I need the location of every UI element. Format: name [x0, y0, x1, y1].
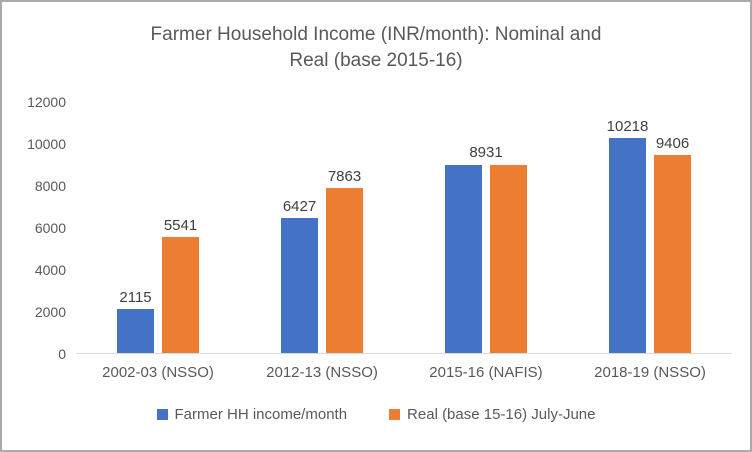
bar-group-0: 2115 5541: [76, 102, 240, 353]
chart-title-line-1: Farmer Household Income (INR/month): Nom…: [150, 24, 602, 45]
x-axis-category-label: 2002-03 (NSSO): [102, 364, 214, 381]
legend-swatch-nominal: [156, 409, 168, 420]
data-label: 6427: [282, 198, 317, 216]
y-axis-tick-label: 10000: [27, 136, 66, 152]
chart-title-line-2: Real (base 2015-16): [289, 50, 463, 71]
x-axis-category-labels: 2002-03 (NSSO) 2012-13 (NSSO) 2015-16 (NAF…: [76, 364, 732, 381]
y-axis-tick-label: 2000: [34, 304, 66, 320]
bar-real-0[interactable]: 5541: [162, 217, 199, 353]
y-axis-tick-label: 12000: [27, 94, 66, 110]
data-label: 2115: [119, 288, 152, 306]
bar-real-3[interactable]: 9406: [654, 135, 691, 353]
y-axis-tick-label: 0: [58, 346, 66, 362]
bar-real-1[interactable]: 7863: [326, 168, 363, 353]
y-axis-tick-label: 4000: [34, 262, 66, 278]
bar-nominal-2[interactable]: [445, 165, 482, 353]
x-axis-category-label: 2015-16 (NAFIS): [429, 364, 543, 381]
data-label: 9406: [655, 135, 690, 153]
bar-nominal-0[interactable]: 2115: [117, 289, 154, 353]
y-axis-tick-label: 8000: [34, 178, 66, 194]
legend-swatch-real: [389, 409, 401, 420]
data-label: 5541: [163, 216, 198, 234]
bar-nominal-3[interactable]: 10218: [607, 118, 648, 353]
data-label: 10218: [606, 118, 649, 136]
bar-nominal-1[interactable]: 6427: [281, 198, 318, 353]
y-axis-tick-label: 6000: [34, 220, 66, 236]
legend: Farmer HH income/month Real (base 15-16)…: [2, 406, 750, 423]
x-axis-category-label: 2012-13 (NSSO): [266, 364, 378, 381]
bar-group-1: 6427 7863: [240, 102, 404, 353]
data-label: 8931: [469, 144, 503, 162]
chart-title: Farmer Household Income (INR/month): Nom…: [2, 22, 750, 74]
bar-real-2[interactable]: [490, 165, 527, 353]
bar-group-2: 8931: [404, 102, 568, 353]
plot-area: 2115 5541 6427 7863 8931 10218 9406: [76, 102, 732, 354]
data-label: 7863: [327, 167, 362, 185]
legend-label-real: Real (base 15-16) July-June: [407, 406, 596, 423]
bar-group-3: 10218 9406: [568, 102, 732, 353]
legend-item-nominal[interactable]: Farmer HH income/month: [156, 406, 348, 423]
legend-item-real[interactable]: Real (base 15-16) July-June: [389, 406, 595, 423]
x-axis-category-label: 2018-19 (NSSO): [594, 364, 706, 381]
legend-label-nominal: Farmer HH income/month: [174, 406, 348, 423]
